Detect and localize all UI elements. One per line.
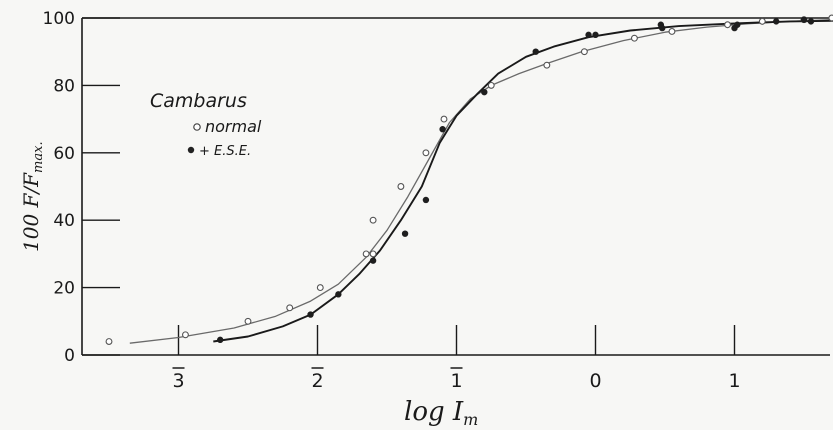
- y-tick-label-0: 0: [64, 346, 75, 366]
- point-normal-11: [487, 81, 495, 89]
- point-ese-12: [659, 24, 666, 32]
- fitted-curves: [129, 19, 833, 344]
- point-normal-19: [828, 14, 833, 22]
- curve-normal: [129, 19, 833, 344]
- x-axis-title-sub: m: [463, 410, 478, 429]
- point-ese-6: [439, 126, 446, 133]
- y-tick-label-60: 60: [53, 144, 75, 164]
- x-axis-title-text: log Im: [404, 397, 478, 429]
- point-ese-10: [592, 31, 599, 39]
- x-axis-title: log Im: [404, 397, 478, 429]
- point-normal-16: [724, 21, 731, 29]
- point-ese-1: [307, 311, 314, 318]
- y-ticks: 0 20 40 60 80 100: [43, 9, 120, 366]
- point-normal-10: [440, 115, 448, 123]
- point-normal-7: [369, 216, 377, 224]
- y-axis-title-sub: max.: [31, 141, 46, 173]
- y-tick-label-40: 40: [53, 211, 75, 231]
- legend-marker-normal: [193, 123, 201, 131]
- point-normal-1: [182, 331, 189, 339]
- x-tick-label-3: 0: [589, 370, 601, 392]
- x-axis-title-main: log I: [404, 397, 464, 427]
- point-ese-8: [532, 48, 539, 55]
- legend-title: Cambarus: [150, 90, 247, 112]
- x-ticks: 3 2 1 0 1: [172, 325, 741, 392]
- point-ese-0: [217, 336, 224, 344]
- point-normal-3: [286, 304, 294, 312]
- point-normal-2: [244, 317, 252, 325]
- point-ese-14: [734, 21, 741, 28]
- point-ese-3: [369, 257, 377, 264]
- x-tick-label-0: 3: [172, 370, 184, 392]
- point-normal-14: [630, 34, 638, 42]
- data-points: [105, 14, 833, 345]
- point-ese-16: [800, 16, 808, 23]
- point-normal-4: [316, 284, 324, 292]
- y-axis-title-text: 100 F/Fmax.: [19, 141, 46, 252]
- legend-label-ese: + E.S.E.: [199, 144, 251, 159]
- point-ese-17: [807, 18, 815, 25]
- point-ese-4: [401, 230, 409, 237]
- point-normal-8: [397, 183, 405, 190]
- y-axis-title-main: 100 F/F: [19, 172, 43, 252]
- y-axis-title: 100 F/Fmax.: [19, 141, 46, 252]
- legend-label-normal: normal: [205, 117, 262, 136]
- x-tick-label-1: 2: [311, 370, 323, 392]
- x-tick-label-2: 1: [450, 370, 462, 392]
- point-normal-5: [362, 250, 370, 258]
- point-normal-6: [369, 250, 377, 258]
- point-ese-5: [422, 196, 430, 204]
- x-tick-label-4: 1: [728, 370, 740, 392]
- point-normal-12: [543, 61, 551, 69]
- y-tick-label-20: 20: [53, 279, 75, 299]
- legend: Cambarus normal + E.S.E.: [150, 90, 262, 159]
- point-normal-0: [105, 338, 113, 345]
- point-normal-15: [668, 28, 676, 35]
- y-tick-label-100: 100: [43, 9, 75, 29]
- point-ese-9: [585, 31, 592, 39]
- axes: [81, 17, 830, 356]
- point-normal-17: [758, 17, 766, 25]
- point-ese-15: [772, 18, 780, 25]
- point-ese-2: [335, 291, 342, 298]
- point-normal-13: [580, 48, 588, 56]
- point-ese-7: [481, 88, 488, 96]
- legend-marker-ese: [187, 146, 195, 154]
- curve-ese: [213, 19, 833, 343]
- y-tick-label-80: 80: [53, 76, 75, 96]
- point-normal-9: [422, 149, 430, 157]
